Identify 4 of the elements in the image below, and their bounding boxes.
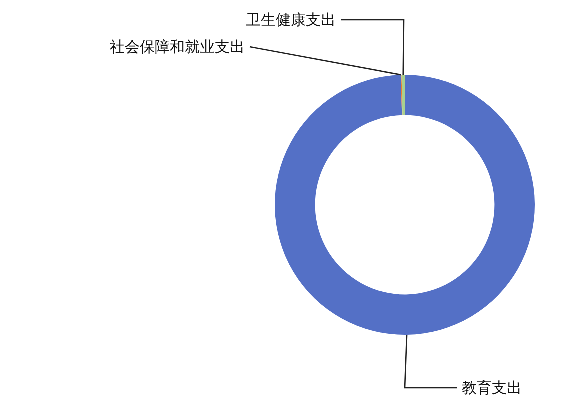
slice-label: 社会保障和就业支出: [110, 38, 245, 56]
slice-label: 教育支出: [462, 379, 522, 397]
donut-slice: [275, 75, 535, 335]
slice-label: 卫生健康支出: [246, 11, 336, 29]
